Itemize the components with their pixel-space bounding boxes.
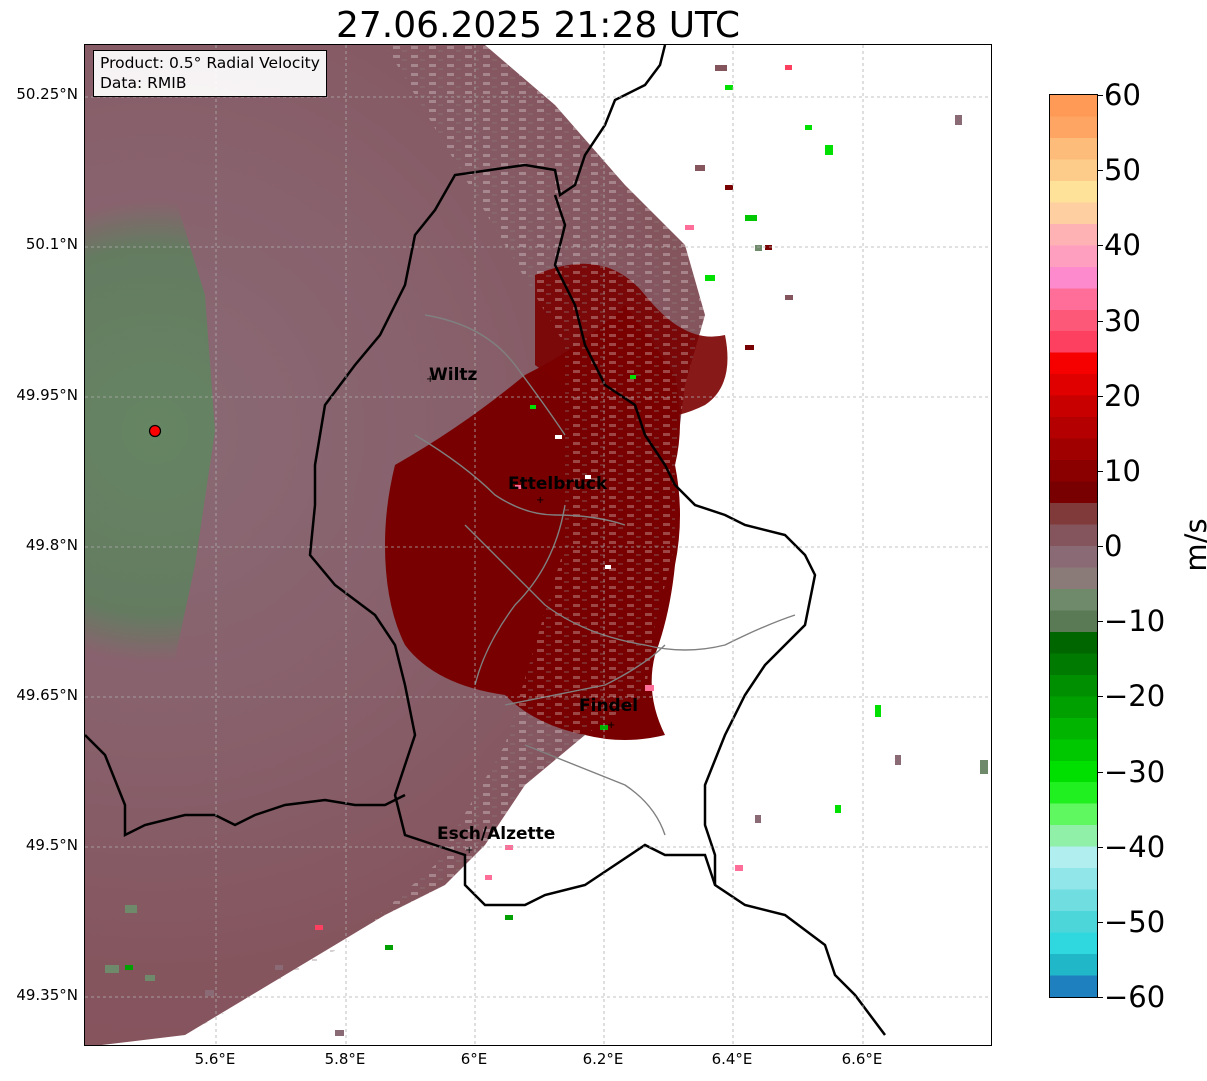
- data-source-label: Data: RMIB: [100, 74, 187, 92]
- colorbar-tick-label: −30: [1104, 754, 1166, 789]
- city-label-findel: Findel: [579, 696, 638, 716]
- colorbar-tick-mark: [1097, 546, 1103, 547]
- city-label-wiltz: Wiltz: [429, 365, 478, 385]
- city-label-esch-alzette: Esch/Alzette: [437, 824, 555, 844]
- colorbar-tick-label: −40: [1104, 829, 1166, 864]
- colorbar-tick-mark: [1097, 470, 1103, 472]
- colorbar-tick-label: 10: [1104, 453, 1141, 488]
- radar-map[interactable]: Wiltz + Ettelbruck + Findel + Esch/Alzet…: [84, 44, 992, 1046]
- lon-label: 6.2°E: [582, 1050, 624, 1068]
- colorbar-tick-mark: [1097, 320, 1103, 322]
- lat-label: 49.8°N: [25, 536, 78, 554]
- svg-text:+: +: [607, 720, 615, 731]
- lat-label: 49.5°N: [25, 836, 78, 854]
- colorbar-tick-mark: [1097, 771, 1103, 773]
- map-title: 27.06.2025 21:28 UTC: [335, 5, 741, 46]
- city-markers: Wiltz + Ettelbruck + Findel + Esch/Alzet…: [426, 365, 638, 856]
- colorbar-tick-label: −60: [1104, 980, 1166, 1014]
- colorbar-tick-mark: [1097, 997, 1103, 998]
- inbound-green-region: [85, 45, 215, 1005]
- lon-label: 6.4°E: [711, 1050, 753, 1068]
- colorbar-tick-label: −20: [1104, 679, 1166, 714]
- colorbar-tick-mark: [1097, 245, 1103, 247]
- colorbar-tick-mark: [1097, 846, 1103, 848]
- product-info-box: Product: 0.5° Radial Velocity Data: RMIB: [93, 50, 327, 97]
- lat-label: 49.95°N: [16, 386, 78, 404]
- colorbar-tick-label: −50: [1104, 904, 1166, 939]
- colorbar-tick-mark: [1097, 921, 1103, 923]
- svg-text:+: +: [426, 374, 434, 385]
- lon-label: 5.8°E: [324, 1050, 366, 1068]
- velocity-colorbar: [1049, 94, 1098, 998]
- lon-label: 6°E: [460, 1050, 488, 1068]
- city-label-ettelbruck: Ettelbruck: [508, 474, 608, 494]
- colorbar-tick-mark: [1097, 696, 1103, 698]
- country-border: [308, 45, 886, 1036]
- svg-text:+: +: [536, 495, 544, 506]
- colorbar-tick-label: 20: [1104, 378, 1141, 413]
- graticule: [85, 45, 991, 1045]
- lat-label: 49.65°N: [16, 686, 78, 704]
- colorbar-tick-label: 30: [1104, 303, 1141, 338]
- country-border-west: [85, 734, 406, 838]
- lon-label: 6.6°E: [841, 1050, 883, 1068]
- lat-label: 50.1°N: [25, 235, 78, 253]
- lon-label: 5.6°E: [194, 1050, 236, 1068]
- product-label: Product: 0.5° Radial Velocity: [100, 54, 320, 72]
- colorbar-unit-label: m/s: [1179, 518, 1207, 572]
- colorbar-tick-label: 40: [1104, 228, 1141, 263]
- echo-fragments: [105, 65, 988, 1036]
- radar-site-marker: [148, 424, 162, 438]
- colorbar-tick-label: 0: [1104, 529, 1123, 563]
- colorbar-tick-label: 50: [1104, 153, 1141, 188]
- radar-velocity-field: Wiltz + Ettelbruck + Findel + Esch/Alzet…: [85, 45, 991, 1045]
- colorbar-tick-mark: [1097, 170, 1103, 172]
- lat-label: 50.25°N: [16, 85, 78, 103]
- canton-borders: [414, 314, 796, 836]
- colorbar-tick-mark: [1097, 621, 1103, 623]
- lat-label: 49.35°N: [16, 986, 78, 1004]
- svg-text:+: +: [465, 845, 473, 856]
- country-border-east: [553, 194, 817, 885]
- colorbar-tick-label: 60: [1104, 78, 1141, 112]
- colorbar-tick-label: −10: [1104, 604, 1166, 639]
- colorbar-tick-mark: [1097, 95, 1103, 96]
- colorbar-tick-mark: [1097, 395, 1103, 397]
